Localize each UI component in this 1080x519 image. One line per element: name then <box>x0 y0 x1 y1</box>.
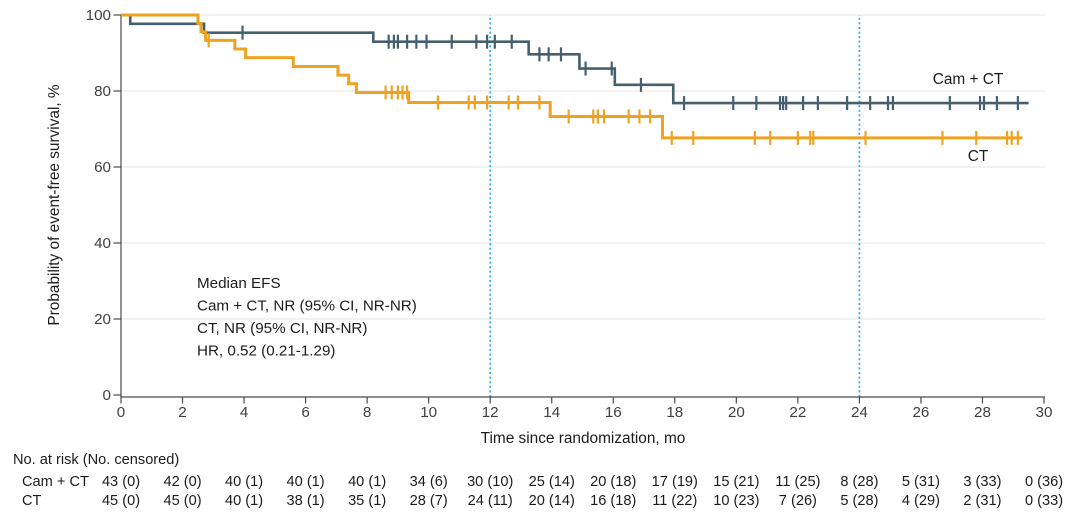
y-tick-label: 40 <box>94 235 111 252</box>
x-tick-label: 30 <box>1036 404 1053 421</box>
annotation-line-4: HR, 0.52 (0.21-1.29) <box>197 343 335 360</box>
risk-value: 38 (1) <box>287 493 325 509</box>
y-tick-label: 100 <box>86 7 111 24</box>
x-tick-label: 4 <box>240 404 248 421</box>
risk-value: 34 (6) <box>410 474 448 490</box>
x-tick-label: 2 <box>178 404 186 421</box>
x-tick-label: 18 <box>666 404 683 421</box>
risk-value: 4 (29) <box>902 493 940 509</box>
km-curve-cam-ct <box>121 13 1029 105</box>
x-tick-label: 22 <box>789 404 806 421</box>
risk-value: 20 (14) <box>529 493 575 509</box>
y-tick-label: 60 <box>94 159 111 176</box>
median-efs-annotation: Median EFS Cam + CT, NR (95% CI, NR-NR) … <box>197 275 417 360</box>
y-tick-label: 0 <box>103 387 111 404</box>
risk-value: 40 (1) <box>225 474 263 490</box>
risk-row-label-ct: CT <box>22 493 42 509</box>
annotation-line-2: Cam + CT, NR (95% CI, NR-NR) <box>197 298 417 315</box>
risk-value: 42 (0) <box>163 474 201 490</box>
gridlines <box>121 14 1045 320</box>
risk-value: 17 (19) <box>652 474 698 490</box>
y-axis-title: Probability of event-free survival, % <box>46 84 63 326</box>
x-axis-title: Time since randomization, mo <box>481 430 686 447</box>
km-curve-ct <box>121 13 1023 140</box>
risk-value: 0 (33) <box>1025 493 1063 509</box>
x-tick-label: 20 <box>728 404 745 421</box>
risk-value: 5 (28) <box>840 493 878 509</box>
x-tick-label: 8 <box>363 404 371 421</box>
annotation-line-1: Median EFS <box>197 275 281 292</box>
risk-table-values: 43 (0) 42 (0) 40 (1) 40 (1) 40 (1) 34 (6) 30 (… <box>102 474 1063 509</box>
risk-value: 40 (1) <box>287 474 325 490</box>
censor-marks <box>207 25 1019 145</box>
risk-table: No. at risk (No. censored) Cam + CT CT 4… <box>13 452 1063 509</box>
risk-table-title: No. at risk (No. censored) <box>13 452 179 468</box>
risk-value: 8 (28) <box>840 474 878 490</box>
curve-label-ct: CT <box>968 148 989 165</box>
risk-value: 5 (31) <box>902 474 940 490</box>
reference-lines <box>489 15 861 397</box>
risk-value: 43 (0) <box>102 474 140 490</box>
risk-value: 3 (33) <box>963 474 1001 490</box>
risk-value: 11 (22) <box>652 493 697 509</box>
x-tick-label: 28 <box>974 404 991 421</box>
risk-value: 35 (1) <box>348 493 386 509</box>
x-tick-label: 0 <box>117 404 125 421</box>
risk-value: 25 (14) <box>529 474 575 490</box>
x-tick-label: 16 <box>605 404 622 421</box>
risk-value: 28 (7) <box>410 493 448 509</box>
risk-value: 2 (31) <box>963 493 1001 509</box>
risk-value: 15 (21) <box>713 474 759 490</box>
km-curves <box>121 13 1029 140</box>
x-tick-label: 10 <box>420 404 437 421</box>
risk-value: 0 (36) <box>1025 474 1063 490</box>
y-tick-label: 80 <box>94 83 111 100</box>
y-tick-label: 20 <box>94 311 111 328</box>
risk-value: 45 (0) <box>163 493 201 509</box>
x-tick-label: 6 <box>301 404 309 421</box>
x-tick-label: 14 <box>543 404 560 421</box>
risk-row-label-cam-ct: Cam + CT <box>22 474 89 490</box>
risk-value: 10 (23) <box>713 493 759 509</box>
risk-value: 20 (18) <box>590 474 636 490</box>
risk-value: 11 (25) <box>775 474 820 490</box>
risk-value: 24 (11) <box>468 493 513 509</box>
risk-value: 30 (10) <box>467 474 513 490</box>
risk-value: 7 (26) <box>779 493 817 509</box>
annotation-line-3: CT, NR (95% CI, NR-NR) <box>197 320 367 337</box>
x-tick-label: 24 <box>851 404 868 421</box>
x-tick-label: 12 <box>482 404 499 421</box>
risk-value: 45 (0) <box>102 493 140 509</box>
x-tick-label: 26 <box>912 404 929 421</box>
risk-value: 16 (18) <box>590 493 636 509</box>
curve-label-cam-ct: Cam + CT <box>933 71 1004 88</box>
risk-value: 40 (1) <box>348 474 386 490</box>
risk-value: 40 (1) <box>225 493 263 509</box>
